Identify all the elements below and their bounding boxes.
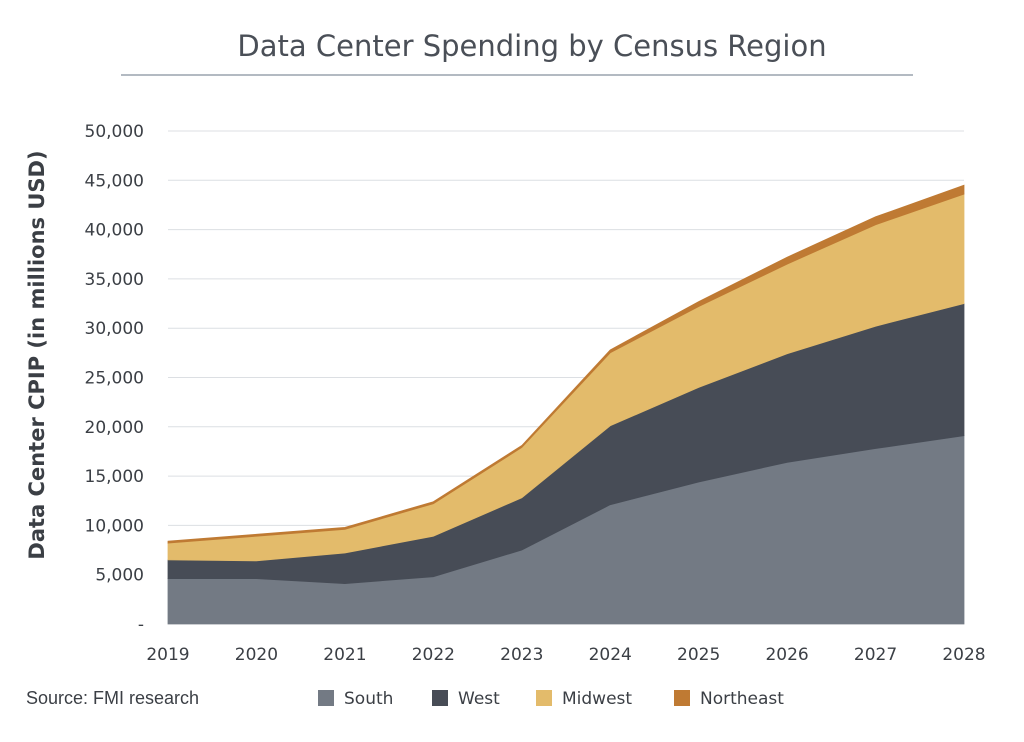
legend-label: West [458,689,500,709]
y-tick-label: 25,000 [85,369,144,389]
legend: South West Midwest Northeast [318,689,784,709]
x-tick-label: 2023 [500,645,543,665]
y-axis-ticks: - 5,000 10,000 15,000 20,000 25,000 30,000 35,0… [85,122,144,635]
y-tick-label: 45,000 [85,171,144,191]
y-axis-label: Data Center CPIP (in millions USD) [25,150,49,559]
source-note: Source: FMI research [26,688,199,708]
legend-item-west: West [432,689,500,709]
x-tick-label: 2025 [677,645,720,665]
x-axis-ticks: 2019 2020 2021 2022 2023 2024 2025 2026 2027 2028 [146,645,985,665]
y-tick-label: 10,000 [85,516,144,536]
chart-title: Data Center Spending by Census Region [237,29,826,63]
y-tick-label: 20,000 [85,418,144,438]
legend-item-midwest: Midwest [536,689,632,709]
x-tick-label: 2026 [765,645,808,665]
x-tick-label: 2020 [235,645,278,665]
area-northeast [167,184,965,544]
legend-swatch [674,690,690,706]
area-series [167,184,965,625]
y-tick-label: 15,000 [85,467,144,487]
legend-item-northeast: Northeast [674,689,784,709]
x-tick-label: 2022 [412,645,455,665]
y-tick-label: - [138,615,144,635]
y-tick-label: 5,000 [95,566,144,586]
legend-swatch [536,690,552,706]
y-tick-label: 40,000 [85,221,144,241]
y-tick-label: 35,000 [85,270,144,290]
y-tick-label: 30,000 [85,319,144,339]
x-tick-label: 2021 [323,645,366,665]
legend-item-south: South [318,689,393,709]
x-tick-label: 2019 [146,645,189,665]
x-tick-label: 2027 [854,645,897,665]
legend-swatch [432,690,448,706]
legend-swatch [318,690,334,706]
legend-label: Northeast [700,689,784,709]
x-tick-label: 2024 [589,645,632,665]
y-tick-label: 50,000 [85,122,144,142]
legend-label: South [344,689,393,709]
x-tick-label: 2028 [942,645,985,665]
legend-label: Midwest [562,689,632,709]
